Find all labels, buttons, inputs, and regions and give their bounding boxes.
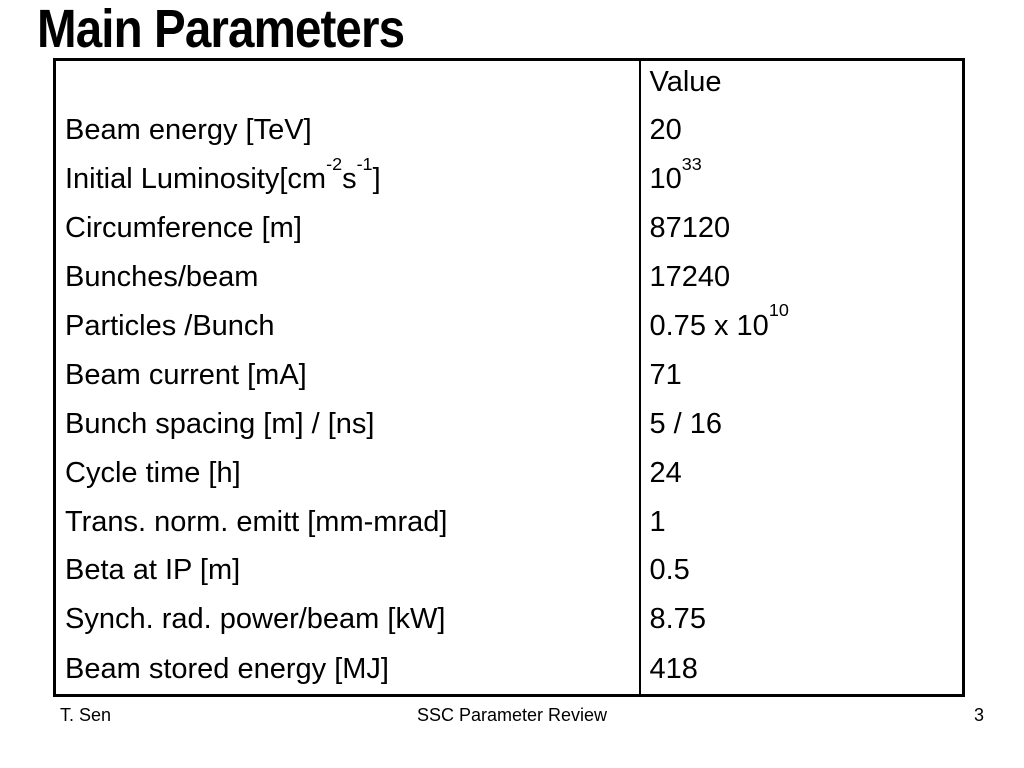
parameter-value: 87120 xyxy=(638,204,964,254)
table-row: Beam current [mA] 71 xyxy=(55,350,964,400)
superscript: 33 xyxy=(681,155,702,174)
parameter-label: Beam energy [TeV] xyxy=(65,114,312,147)
table-row: Beam energy [TeV] 20 xyxy=(55,106,964,156)
parameter-label: Bunch spacing [m] / [ns] xyxy=(65,407,375,440)
table-row: Particles /Bunch 0.75 x 1010 xyxy=(55,302,964,351)
parameter-value: 5 / 16 xyxy=(638,399,964,449)
table-row: Circumference [m] 87120 xyxy=(55,204,964,254)
table-row: Beta at IP [m] 0.5 xyxy=(55,546,964,596)
parameter-value: 71 xyxy=(638,350,964,400)
table-row: Bunches/beam 17240 xyxy=(55,253,964,303)
parameter-label: Beta at IP [m] xyxy=(65,554,241,587)
footer-author: T. Sen xyxy=(60,705,112,725)
table-row: Synch. rad. power/beam [kW] 8.75 xyxy=(55,595,964,645)
parameter-value: 24 xyxy=(638,448,964,498)
parameter-label: Beam stored energy [MJ] xyxy=(65,652,389,685)
parameter-value: 8.75 xyxy=(638,595,964,645)
parameter-value: 17240 xyxy=(638,253,964,303)
parameter-label: Circumference [m] xyxy=(65,212,302,245)
table-body: Beam energy [TeV] 20 Initial Luminosity[cm… xyxy=(55,106,964,696)
parameter-value: 1 xyxy=(638,497,964,547)
page-title: Main Parameters xyxy=(37,0,405,59)
table-row: Trans. norm. emitt [mm-mrad] 1 xyxy=(55,497,964,547)
table-row: Bunch spacing [m] / [ns] 5 / 16 xyxy=(55,399,964,449)
table-row: Initial Luminosity[cm-2s-1] 1033 xyxy=(55,155,964,205)
table-row: Beam stored energy [MJ] 418 xyxy=(55,644,964,696)
superscript: -1 xyxy=(356,155,373,174)
footer-page-number: 3 xyxy=(973,705,984,725)
parameter-label: Synch. rad. power/beam [kW] xyxy=(65,603,446,636)
parameter-label: Particles /Bunch xyxy=(65,310,275,342)
parameter-value: 20 xyxy=(638,106,964,156)
parameter-label: Bunches/beam xyxy=(65,261,259,294)
parameter-value: 418 xyxy=(638,644,964,696)
table-row: Cycle time [h] 24 xyxy=(55,448,964,498)
superscript: -2 xyxy=(326,155,343,174)
parameter-value: 0.75 x 1010 xyxy=(638,302,964,351)
parameter-label: Trans. norm. emitt [mm-mrad] xyxy=(65,505,448,538)
parameter-label: Beam current [mA] xyxy=(65,358,307,391)
parameter-value: 0.5 xyxy=(638,546,964,596)
parameters-table: Value Beam energy [TeV] 20 Initial Luminos… xyxy=(53,58,965,697)
parameter-label: Cycle time [h] xyxy=(65,456,241,489)
table-header-row: Value xyxy=(55,59,964,107)
footer-title: SSC Parameter Review xyxy=(416,705,608,725)
parameter-column-header xyxy=(55,60,640,107)
parameter-value: 1033 xyxy=(638,155,964,205)
parameter-label: Initial Luminosity[cm-2s-1] xyxy=(65,155,381,196)
value-column-header: Value xyxy=(638,59,964,107)
superscript: 10 xyxy=(768,302,789,321)
